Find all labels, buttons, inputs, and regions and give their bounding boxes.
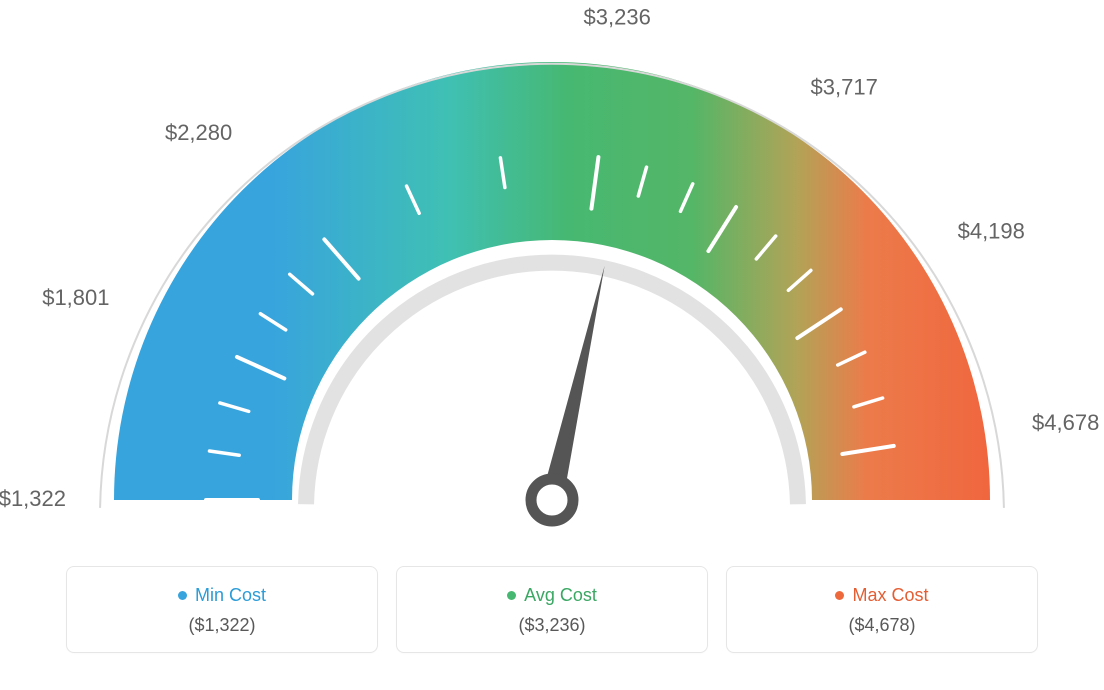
legend-value-avg: ($3,236) xyxy=(397,615,707,636)
legend-card-min: Min Cost ($1,322) xyxy=(66,566,378,653)
svg-text:$1,322: $1,322 xyxy=(0,486,66,511)
legend-label-text-avg: Avg Cost xyxy=(524,585,597,606)
legend-dot-max xyxy=(835,591,844,600)
svg-text:$3,236: $3,236 xyxy=(584,4,651,29)
gauge-svg: $1,322 $1,801 $2,280 $3,236 $3,717 $4,198 $4,6… xyxy=(0,0,1104,560)
legend-label-text-min: Min Cost xyxy=(195,585,266,606)
svg-text:$3,717: $3,717 xyxy=(811,74,878,99)
svg-text:$1,801: $1,801 xyxy=(42,285,109,310)
gauge-chart: $1,322 $1,801 $2,280 $3,236 $3,717 $4,198 $4,6… xyxy=(0,0,1104,560)
legend-value-max: ($4,678) xyxy=(727,615,1037,636)
svg-text:$4,198: $4,198 xyxy=(958,218,1025,243)
legend-dot-min xyxy=(178,591,187,600)
legend-label-max: Max Cost xyxy=(727,585,1037,606)
svg-text:$4,678: $4,678 xyxy=(1032,410,1099,435)
svg-text:$2,280: $2,280 xyxy=(165,120,232,145)
legend-label-min: Min Cost xyxy=(67,585,377,606)
legend-card-max: Max Cost ($4,678) xyxy=(726,566,1038,653)
legend-value-min: ($1,322) xyxy=(67,615,377,636)
legend-label-text-max: Max Cost xyxy=(852,585,928,606)
legend-label-avg: Avg Cost xyxy=(397,585,707,606)
legend-card-avg: Avg Cost ($3,236) xyxy=(396,566,708,653)
legend-row: Min Cost ($1,322) Avg Cost ($3,236) Max … xyxy=(0,566,1104,653)
legend-dot-avg xyxy=(507,591,516,600)
